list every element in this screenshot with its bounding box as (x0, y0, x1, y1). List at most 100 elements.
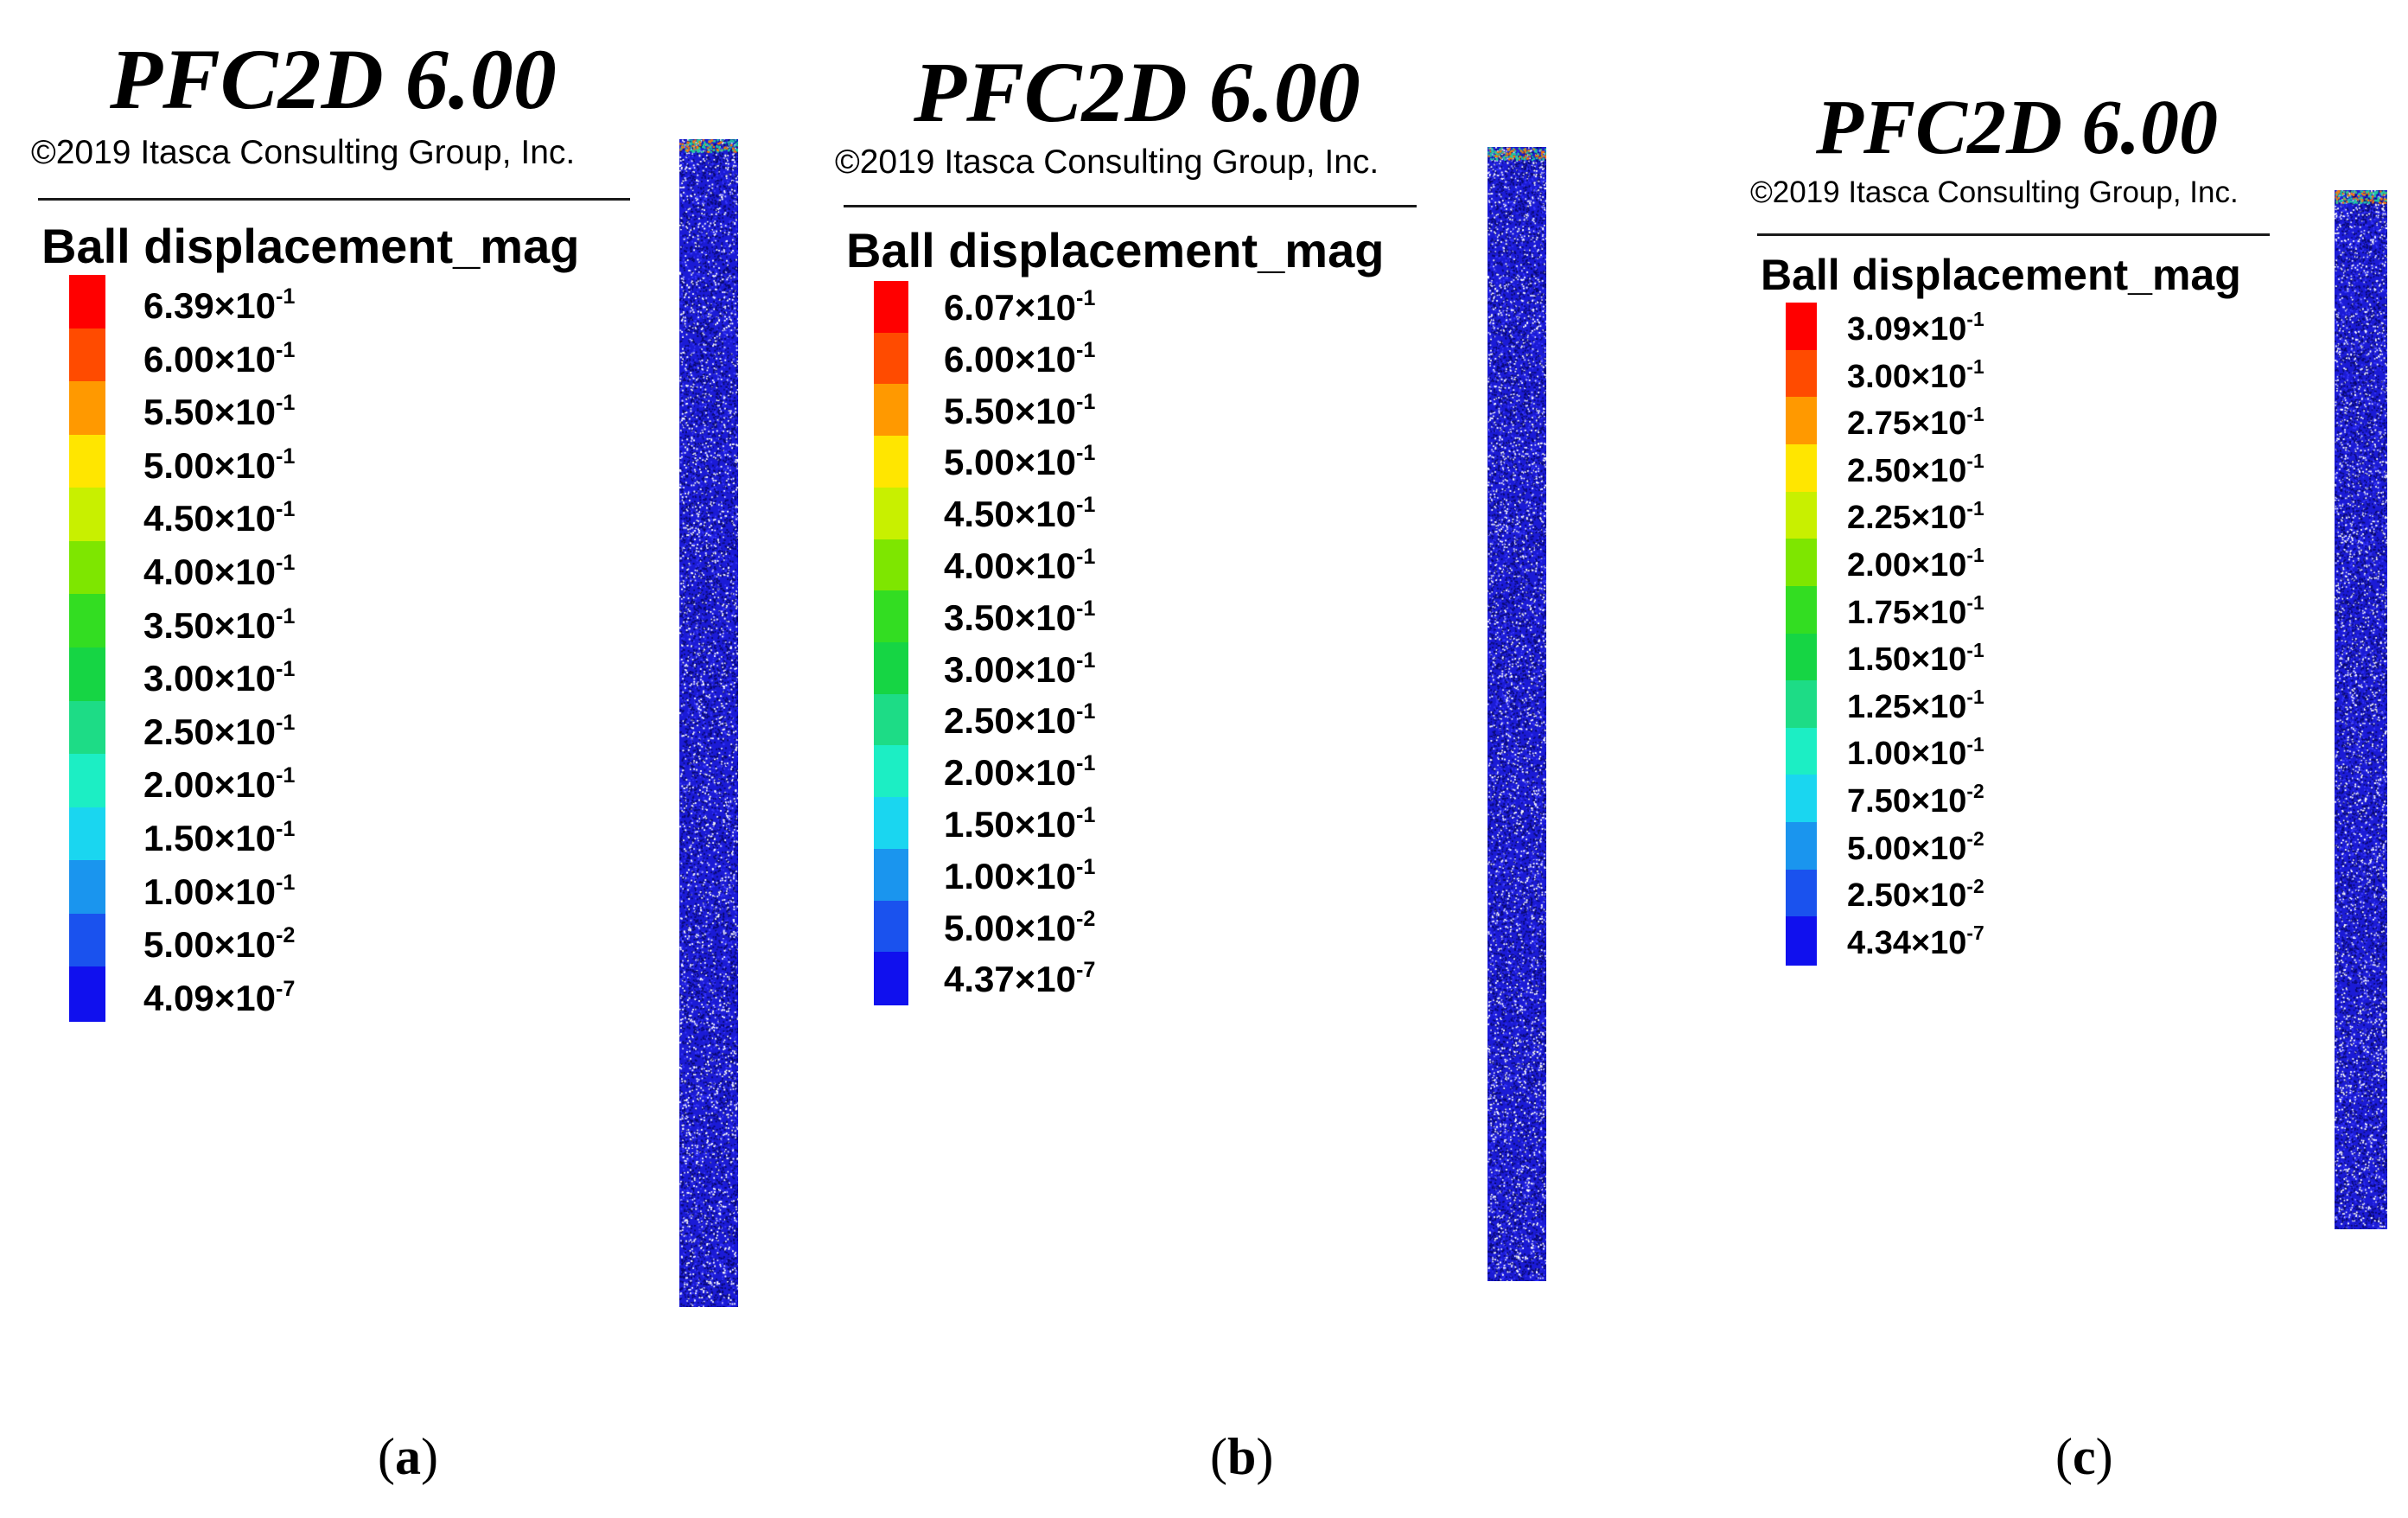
legend-label: 4.09×10-7 (143, 976, 296, 1018)
color-swatch (874, 693, 908, 748)
legend-label: 4.00×10-1 (143, 551, 296, 592)
legend-title: Ball displacement_mag (1761, 251, 2241, 299)
particle-column (1487, 147, 1546, 1281)
color-swatch (874, 436, 908, 489)
panel-caption-a: (a) (378, 1428, 438, 1485)
color-swatch (874, 900, 908, 954)
separator-rule (844, 205, 1417, 207)
legend-label: 2.50×10-1 (1847, 450, 1984, 489)
color-swatch (69, 647, 105, 703)
particle-column (2335, 190, 2387, 1229)
legend-label: 2.00×10-1 (944, 751, 1096, 794)
color-swatch (69, 540, 105, 596)
legend-label: 4.50×10-1 (143, 497, 296, 539)
color-swatch (1786, 303, 1817, 352)
legend-label: 5.00×10-2 (944, 906, 1096, 948)
legend-label: 4.00×10-1 (944, 545, 1096, 586)
legend-label: 5.00×10-2 (143, 923, 296, 966)
color-swatch (1786, 775, 1817, 824)
legend-label: 3.00×10-1 (143, 657, 296, 699)
legend-label: 2.50×10-1 (944, 699, 1096, 742)
color-swatch (1786, 443, 1817, 494)
color-swatch (1786, 585, 1817, 635)
color-scale-bar (69, 275, 105, 1022)
color-swatch (69, 434, 105, 489)
copyright-text: ©2019 Itasca Consulting Group, Inc. (835, 144, 1379, 181)
legend-label: 6.00×10-1 (143, 337, 296, 380)
color-swatch (874, 487, 908, 541)
legend-label: 1.50×10-1 (944, 803, 1096, 845)
legend-label: 4.34×10-7 (1847, 922, 1984, 961)
software-title: PFC2D 6.00 (1816, 85, 2219, 170)
legend-label: 1.00×10-1 (944, 854, 1096, 896)
legend-label: 2.00×10-1 (1847, 544, 1984, 584)
color-swatch (1786, 397, 1817, 446)
color-swatch (874, 848, 908, 903)
color-swatch (69, 913, 105, 969)
color-swatch (69, 700, 105, 756)
software-title: PFC2D 6.00 (914, 44, 1360, 140)
legend-label: 5.50×10-1 (944, 389, 1096, 431)
legend-label: 3.50×10-1 (143, 603, 296, 646)
legend-label: 6.00×10-1 (944, 337, 1096, 380)
legend-label: 2.50×10-2 (1847, 874, 1984, 915)
copyright-text: ©2019 Itasca Consulting Group, Inc. (1750, 175, 2239, 209)
color-swatch (874, 590, 908, 644)
color-swatch (1786, 916, 1817, 966)
legend-label: 2.50×10-1 (143, 710, 296, 752)
legend-label: 1.50×10-1 (1847, 638, 1984, 679)
panel-caption-c: (c) (2055, 1428, 2113, 1485)
legend-label: 6.39×10-1 (143, 284, 296, 326)
color-swatch (69, 381, 105, 437)
color-swatch (1786, 491, 1817, 540)
separator-rule (38, 198, 630, 201)
legend-title: Ball displacement_mag (41, 219, 580, 273)
color-swatch (874, 384, 908, 437)
separator-rule (1757, 233, 2270, 236)
color-scale-bar (1786, 303, 1817, 966)
color-swatch (1786, 869, 1817, 918)
color-swatch (69, 860, 105, 915)
legend-label: 3.09×10-1 (1847, 308, 1984, 348)
legend-label: 2.75×10-1 (1847, 402, 1984, 443)
legend-label: 5.00×10-2 (1847, 826, 1984, 867)
legend-label: 5.00×10-1 (944, 441, 1096, 483)
color-swatch (69, 966, 105, 1022)
legend-label: 7.50×10-2 (1847, 780, 1984, 820)
color-scale-bar (874, 281, 908, 1005)
color-swatch (1786, 822, 1817, 871)
legend-title: Ball displacement_mag (846, 223, 1385, 277)
color-swatch (69, 754, 105, 809)
color-swatch (874, 952, 908, 1005)
legend-label: 4.50×10-1 (944, 493, 1096, 535)
color-swatch (874, 281, 908, 335)
legend-label: 1.25×10-1 (1847, 686, 1984, 725)
color-swatch (874, 332, 908, 386)
software-title: PFC2D 6.00 (110, 31, 557, 127)
color-swatch (69, 594, 105, 649)
particle-column (679, 139, 738, 1307)
legend-label: 3.50×10-1 (944, 596, 1096, 638)
legend-label: 3.00×10-1 (944, 647, 1096, 690)
legend-label: 2.00×10-1 (143, 763, 296, 806)
color-swatch (874, 745, 908, 799)
color-swatch (69, 488, 105, 543)
color-swatch (69, 328, 105, 383)
color-swatch (874, 797, 908, 851)
color-swatch (1786, 539, 1817, 588)
color-swatch (1786, 727, 1817, 776)
color-swatch (1786, 349, 1817, 399)
color-swatch (874, 539, 908, 592)
color-swatch (1786, 633, 1817, 682)
legend-label: 6.07×10-1 (944, 286, 1096, 328)
legend-label: 5.50×10-1 (143, 391, 296, 433)
color-swatch (1786, 680, 1817, 730)
color-swatch (69, 807, 105, 862)
color-swatch (874, 642, 908, 696)
color-swatch (69, 275, 105, 330)
panel-caption-b: (b) (1210, 1428, 1274, 1485)
legend-label: 2.25×10-1 (1847, 496, 1984, 537)
legend-label: 1.75×10-1 (1847, 590, 1984, 631)
legend-label: 1.00×10-1 (143, 870, 296, 912)
legend-label: 5.00×10-1 (143, 443, 296, 486)
